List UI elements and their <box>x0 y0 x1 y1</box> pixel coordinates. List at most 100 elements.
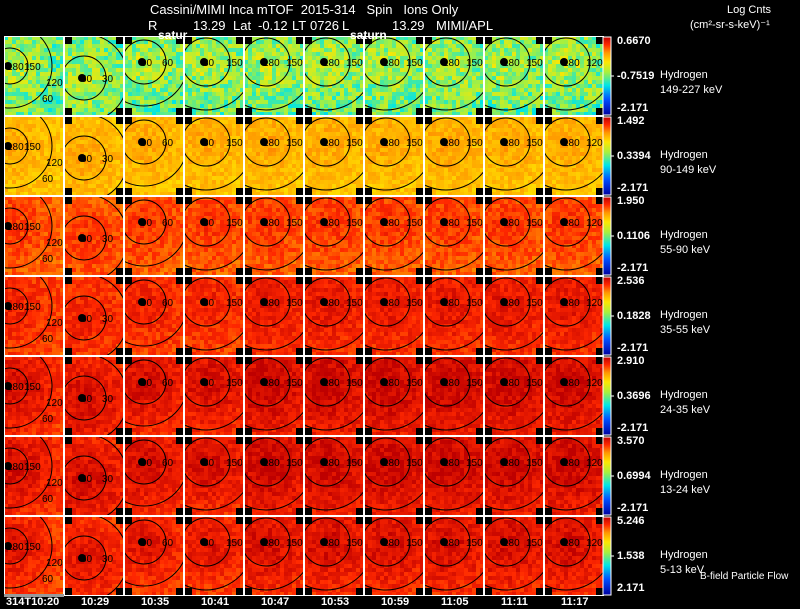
corner-mask <box>304 188 312 196</box>
corner-mask <box>116 428 124 436</box>
corner-mask <box>416 276 424 284</box>
contour-line <box>544 490 604 511</box>
corner-mask <box>116 516 124 524</box>
panel-border <box>184 356 244 436</box>
contour-line <box>544 410 604 431</box>
heatmap-panel <box>364 196 424 276</box>
corner-mask <box>304 348 312 356</box>
corner-mask <box>116 588 124 596</box>
corner-mask <box>364 276 372 284</box>
corner-mask <box>544 268 552 276</box>
corner-mask <box>176 188 184 196</box>
contour-line <box>544 357 591 407</box>
corner-mask <box>244 116 252 124</box>
corner-mask <box>296 196 304 204</box>
contour-line <box>424 90 484 111</box>
contour-line <box>364 170 424 191</box>
corner-mask <box>484 268 492 276</box>
corner-mask <box>416 36 424 44</box>
corner-mask <box>184 428 192 436</box>
contour-line <box>64 375 107 421</box>
contour-label: 150 <box>286 58 303 69</box>
contour-label: 150 <box>466 138 483 149</box>
panel-border <box>124 36 184 116</box>
colorbar-max-value: 3.570 <box>617 435 645 447</box>
contour-label: 150 <box>526 58 543 69</box>
contour-label: 180 <box>503 138 520 149</box>
contour-label: 180 <box>443 218 460 229</box>
contour-label: 150 <box>406 138 423 149</box>
contour-label: 60 <box>162 378 174 389</box>
contour-line <box>304 117 351 167</box>
contour-label: 30 <box>102 74 114 85</box>
panel-border <box>244 116 304 196</box>
corner-mask <box>236 348 244 356</box>
corner-mask <box>364 428 372 436</box>
contour-line <box>304 357 351 407</box>
corner-mask <box>184 588 192 596</box>
contour-line <box>364 90 424 111</box>
heatmap-panel <box>64 356 124 436</box>
corner-mask <box>596 428 604 436</box>
heatmap-panel <box>244 116 304 196</box>
corner-mask <box>596 508 604 516</box>
corner-mask <box>416 196 424 204</box>
contour-label: 150 <box>406 458 423 469</box>
source-direction-marker <box>200 58 208 66</box>
contour-label: 180 <box>443 378 460 389</box>
panel-border <box>244 356 304 436</box>
colorbar-min-value: -2.171 <box>617 422 648 434</box>
contour-label: 150 <box>466 298 483 309</box>
panel-border <box>364 516 424 596</box>
heatmap-panel <box>484 276 544 356</box>
corner-mask <box>424 108 432 116</box>
panel-border <box>124 356 184 436</box>
source-direction-marker <box>4 302 12 310</box>
contour-label: 30 <box>203 218 215 229</box>
corner-mask <box>424 196 432 204</box>
corner-mask <box>596 588 604 596</box>
source-direction-marker <box>200 378 208 386</box>
corner-mask <box>176 196 184 204</box>
corner-mask <box>484 356 492 364</box>
heatmap-panel <box>64 436 124 516</box>
heatmap-panel <box>4 436 64 516</box>
corner-mask <box>544 188 552 196</box>
contour-label: 180 <box>323 298 340 309</box>
corner-mask <box>116 188 124 196</box>
heatmap-panel <box>124 276 184 356</box>
contour-line <box>4 527 29 565</box>
panel-border <box>304 196 364 276</box>
corner-mask <box>244 188 252 196</box>
contour-label: 30 <box>102 314 114 325</box>
time-tick-label: 10:59 <box>381 596 409 608</box>
panel-border <box>364 356 424 436</box>
corner-mask <box>596 188 604 196</box>
time-tick-label: 314T10:20 <box>6 596 59 608</box>
contour-line <box>364 117 411 167</box>
source-direction-marker <box>260 378 268 386</box>
corner-mask <box>416 436 424 444</box>
contour-label: 180 <box>443 538 460 549</box>
contour-line <box>544 437 591 487</box>
contour-line <box>484 517 531 567</box>
heatmap-panel <box>304 516 364 596</box>
source-direction-marker <box>200 538 208 546</box>
source-direction-marker <box>440 298 448 306</box>
corner-mask <box>536 588 544 596</box>
corner-mask <box>544 36 552 44</box>
corner-mask <box>116 36 124 44</box>
heatmap-panel <box>64 516 124 596</box>
contour-line <box>364 570 424 591</box>
heatmap-panel <box>124 356 184 436</box>
contour-line <box>424 410 484 431</box>
institution-label: MIMI/APL <box>436 18 493 33</box>
corner-mask <box>544 116 552 124</box>
corner-mask <box>116 268 124 276</box>
source-direction-marker <box>78 74 86 82</box>
contour-label: 180 <box>263 218 280 229</box>
contour-label: 180 <box>263 58 280 69</box>
species-label: Hydrogen <box>660 68 722 83</box>
corner-mask <box>184 516 192 524</box>
energy-range-label: 5-13 keV <box>660 563 708 578</box>
